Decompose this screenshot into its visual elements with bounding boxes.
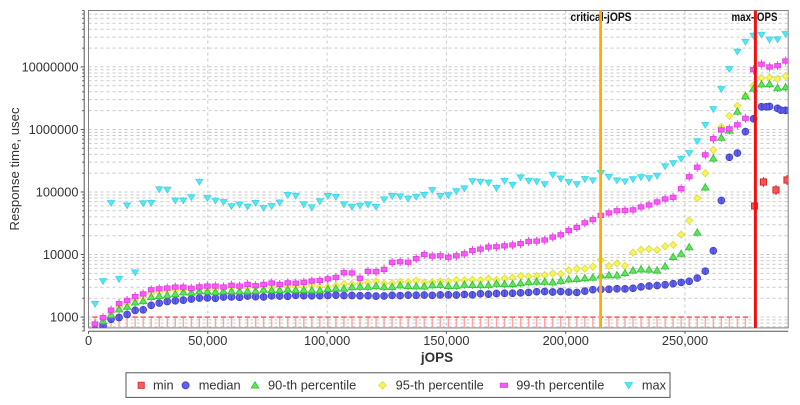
svg-text:Response time, usec: Response time, usec [7, 107, 22, 231]
svg-text:90-th percentile: 90-th percentile [268, 378, 356, 393]
svg-text:max: max [642, 378, 667, 393]
svg-text:10000000: 10000000 [22, 59, 79, 74]
svg-text:100,000: 100,000 [304, 333, 350, 348]
svg-text:200,000: 200,000 [543, 333, 589, 348]
svg-text:median: median [199, 378, 241, 393]
svg-text:250,000: 250,000 [662, 333, 708, 348]
svg-text:1000: 1000 [50, 310, 78, 325]
svg-text:0: 0 [85, 333, 92, 348]
svg-text:50,000: 50,000 [188, 333, 227, 348]
svg-text:150,000: 150,000 [423, 333, 469, 348]
svg-text:95-th percentile: 95-th percentile [396, 378, 484, 393]
svg-text:1000000: 1000000 [29, 122, 79, 137]
svg-text:min: min [153, 378, 174, 393]
svg-text:jOPS: jOPS [420, 350, 453, 365]
svg-text:100000: 100000 [36, 185, 79, 200]
svg-text:99-th percentile: 99-th percentile [516, 378, 604, 393]
svg-text:10000: 10000 [43, 247, 79, 262]
